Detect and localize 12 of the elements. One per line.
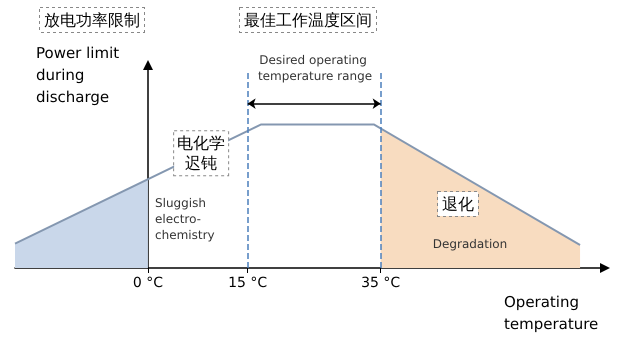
x-axis-title: Operating temperature bbox=[504, 293, 598, 333]
text: 放电功率限制 bbox=[44, 10, 140, 30]
annotation: Degradation bbox=[432, 237, 508, 251]
annotation: Sluggish electro-chemistry bbox=[155, 196, 215, 242]
x-tick-label: 35 °C bbox=[361, 275, 400, 291]
text: 最佳工作温度区间 bbox=[244, 10, 372, 30]
text: Desired operating temperature range bbox=[258, 53, 372, 83]
annotation: 电化学迟钝 bbox=[177, 134, 226, 173]
annotation: 退化 bbox=[442, 194, 474, 214]
x-tick-label: 15 °C bbox=[228, 275, 268, 291]
y-axis-title: Power limit during discharge bbox=[36, 44, 124, 106]
x-tick-label: 0 °C bbox=[132, 275, 164, 291]
